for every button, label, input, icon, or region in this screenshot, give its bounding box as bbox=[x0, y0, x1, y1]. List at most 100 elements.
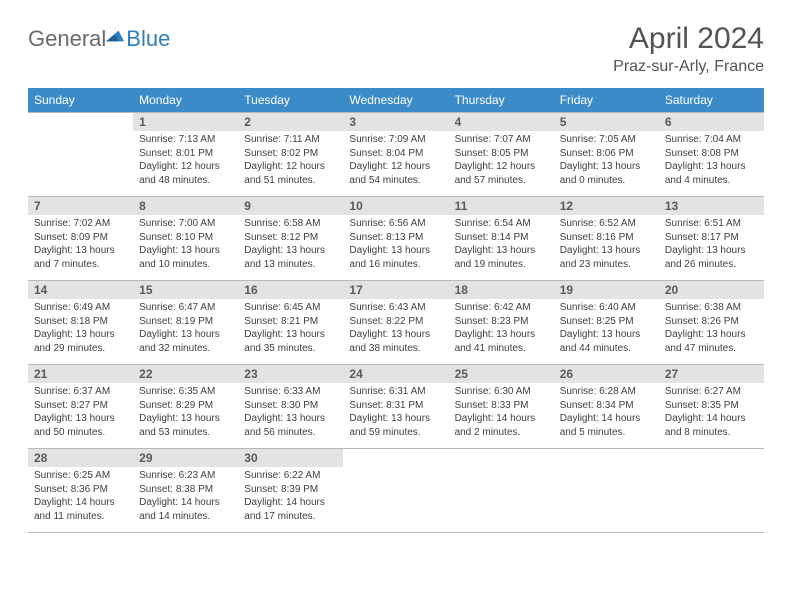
day-cell: 19Sunrise: 6:40 AMSunset: 8:25 PMDayligh… bbox=[554, 281, 659, 365]
daylight-text: Daylight: 13 hours and 7 minutes. bbox=[34, 244, 127, 271]
sunset-text: Sunset: 8:04 PM bbox=[349, 147, 442, 161]
sunrise-text: Sunrise: 6:22 AM bbox=[244, 469, 337, 483]
day-cell: 29Sunrise: 6:23 AMSunset: 8:38 PMDayligh… bbox=[133, 449, 238, 533]
day-cell: 25Sunrise: 6:30 AMSunset: 8:33 PMDayligh… bbox=[449, 365, 554, 449]
sunset-text: Sunset: 8:13 PM bbox=[349, 231, 442, 245]
day-details: Sunrise: 6:54 AMSunset: 8:14 PMDaylight:… bbox=[449, 215, 554, 275]
sunset-text: Sunset: 8:06 PM bbox=[560, 147, 653, 161]
day-cell: 6Sunrise: 7:04 AMSunset: 8:08 PMDaylight… bbox=[659, 113, 764, 197]
daylight-text: Daylight: 13 hours and 59 minutes. bbox=[349, 412, 442, 439]
day-cell: 23Sunrise: 6:33 AMSunset: 8:30 PMDayligh… bbox=[238, 365, 343, 449]
daylight-text: Daylight: 13 hours and 35 minutes. bbox=[244, 328, 337, 355]
day-details: Sunrise: 7:07 AMSunset: 8:05 PMDaylight:… bbox=[449, 131, 554, 191]
sunset-text: Sunset: 8:31 PM bbox=[349, 399, 442, 413]
day-cell: 4Sunrise: 7:07 AMSunset: 8:05 PMDaylight… bbox=[449, 113, 554, 197]
sunset-text: Sunset: 8:17 PM bbox=[665, 231, 758, 245]
day-number: 11 bbox=[449, 197, 554, 215]
daylight-text: Daylight: 13 hours and 23 minutes. bbox=[560, 244, 653, 271]
calendar-week-row: 21Sunrise: 6:37 AMSunset: 8:27 PMDayligh… bbox=[28, 365, 764, 449]
day-number: 5 bbox=[554, 113, 659, 131]
day-number: 2 bbox=[238, 113, 343, 131]
sunrise-text: Sunrise: 7:09 AM bbox=[349, 133, 442, 147]
sunrise-text: Sunrise: 6:38 AM bbox=[665, 301, 758, 315]
day-number: 20 bbox=[659, 281, 764, 299]
day-number: 3 bbox=[343, 113, 448, 131]
daylight-text: Daylight: 14 hours and 5 minutes. bbox=[560, 412, 653, 439]
sunrise-text: Sunrise: 6:31 AM bbox=[349, 385, 442, 399]
sunrise-text: Sunrise: 6:28 AM bbox=[560, 385, 653, 399]
calendar-week-row: 7Sunrise: 7:02 AMSunset: 8:09 PMDaylight… bbox=[28, 197, 764, 281]
daylight-text: Daylight: 13 hours and 29 minutes. bbox=[34, 328, 127, 355]
day-cell: 8Sunrise: 7:00 AMSunset: 8:10 PMDaylight… bbox=[133, 197, 238, 281]
sunset-text: Sunset: 8:08 PM bbox=[665, 147, 758, 161]
daylight-text: Daylight: 13 hours and 44 minutes. bbox=[560, 328, 653, 355]
weekday-header-row: Sunday Monday Tuesday Wednesday Thursday… bbox=[28, 88, 764, 113]
day-number: 17 bbox=[343, 281, 448, 299]
day-details: Sunrise: 6:42 AMSunset: 8:23 PMDaylight:… bbox=[449, 299, 554, 359]
day-number: 12 bbox=[554, 197, 659, 215]
day-number: 15 bbox=[133, 281, 238, 299]
day-cell: 11Sunrise: 6:54 AMSunset: 8:14 PMDayligh… bbox=[449, 197, 554, 281]
sunset-text: Sunset: 8:30 PM bbox=[244, 399, 337, 413]
sunrise-text: Sunrise: 6:40 AM bbox=[560, 301, 653, 315]
sunset-text: Sunset: 8:21 PM bbox=[244, 315, 337, 329]
sunrise-text: Sunrise: 7:02 AM bbox=[34, 217, 127, 231]
day-details: Sunrise: 7:05 AMSunset: 8:06 PMDaylight:… bbox=[554, 131, 659, 191]
day-details: Sunrise: 6:33 AMSunset: 8:30 PMDaylight:… bbox=[238, 383, 343, 443]
day-cell: 18Sunrise: 6:42 AMSunset: 8:23 PMDayligh… bbox=[449, 281, 554, 365]
sunset-text: Sunset: 8:36 PM bbox=[34, 483, 127, 497]
sunset-text: Sunset: 8:09 PM bbox=[34, 231, 127, 245]
sunrise-text: Sunrise: 6:49 AM bbox=[34, 301, 127, 315]
daylight-text: Daylight: 12 hours and 51 minutes. bbox=[244, 160, 337, 187]
daylight-text: Daylight: 13 hours and 38 minutes. bbox=[349, 328, 442, 355]
daylight-text: Daylight: 14 hours and 17 minutes. bbox=[244, 496, 337, 523]
day-details: Sunrise: 6:37 AMSunset: 8:27 PMDaylight:… bbox=[28, 383, 133, 443]
daylight-text: Daylight: 13 hours and 4 minutes. bbox=[665, 160, 758, 187]
sunset-text: Sunset: 8:39 PM bbox=[244, 483, 337, 497]
day-cell bbox=[28, 113, 133, 197]
day-details: Sunrise: 6:49 AMSunset: 8:18 PMDaylight:… bbox=[28, 299, 133, 359]
sunrise-text: Sunrise: 6:51 AM bbox=[665, 217, 758, 231]
day-number: 14 bbox=[28, 281, 133, 299]
day-details: Sunrise: 7:02 AMSunset: 8:09 PMDaylight:… bbox=[28, 215, 133, 275]
sunrise-text: Sunrise: 7:00 AM bbox=[139, 217, 232, 231]
day-number: 22 bbox=[133, 365, 238, 383]
sunrise-text: Sunrise: 7:07 AM bbox=[455, 133, 548, 147]
sunrise-text: Sunrise: 6:27 AM bbox=[665, 385, 758, 399]
day-details: Sunrise: 6:22 AMSunset: 8:39 PMDaylight:… bbox=[238, 467, 343, 527]
daylight-text: Daylight: 13 hours and 32 minutes. bbox=[139, 328, 232, 355]
weekday-header: Tuesday bbox=[238, 88, 343, 113]
sunrise-text: Sunrise: 6:54 AM bbox=[455, 217, 548, 231]
day-cell: 17Sunrise: 6:43 AMSunset: 8:22 PMDayligh… bbox=[343, 281, 448, 365]
day-details: Sunrise: 6:25 AMSunset: 8:36 PMDaylight:… bbox=[28, 467, 133, 527]
sunset-text: Sunset: 8:19 PM bbox=[139, 315, 232, 329]
daylight-text: Daylight: 13 hours and 19 minutes. bbox=[455, 244, 548, 271]
sunset-text: Sunset: 8:10 PM bbox=[139, 231, 232, 245]
sunset-text: Sunset: 8:33 PM bbox=[455, 399, 548, 413]
sunrise-text: Sunrise: 7:11 AM bbox=[244, 133, 337, 147]
weekday-header: Wednesday bbox=[343, 88, 448, 113]
day-cell: 22Sunrise: 6:35 AMSunset: 8:29 PMDayligh… bbox=[133, 365, 238, 449]
sunset-text: Sunset: 8:25 PM bbox=[560, 315, 653, 329]
day-number: 1 bbox=[133, 113, 238, 131]
day-details: Sunrise: 6:31 AMSunset: 8:31 PMDaylight:… bbox=[343, 383, 448, 443]
sunrise-text: Sunrise: 6:30 AM bbox=[455, 385, 548, 399]
sunrise-text: Sunrise: 7:13 AM bbox=[139, 133, 232, 147]
day-cell: 30Sunrise: 6:22 AMSunset: 8:39 PMDayligh… bbox=[238, 449, 343, 533]
day-cell: 21Sunrise: 6:37 AMSunset: 8:27 PMDayligh… bbox=[28, 365, 133, 449]
sunset-text: Sunset: 8:18 PM bbox=[34, 315, 127, 329]
day-number: 29 bbox=[133, 449, 238, 467]
day-details: Sunrise: 6:40 AMSunset: 8:25 PMDaylight:… bbox=[554, 299, 659, 359]
day-cell: 28Sunrise: 6:25 AMSunset: 8:36 PMDayligh… bbox=[28, 449, 133, 533]
day-number: 7 bbox=[28, 197, 133, 215]
day-details: Sunrise: 6:56 AMSunset: 8:13 PMDaylight:… bbox=[343, 215, 448, 275]
sunset-text: Sunset: 8:26 PM bbox=[665, 315, 758, 329]
sunset-text: Sunset: 8:22 PM bbox=[349, 315, 442, 329]
calendar-page: General Blue April 2024 Praz-sur-Arly, F… bbox=[0, 0, 792, 533]
day-cell: 12Sunrise: 6:52 AMSunset: 8:16 PMDayligh… bbox=[554, 197, 659, 281]
daylight-text: Daylight: 13 hours and 26 minutes. bbox=[665, 244, 758, 271]
header: General Blue April 2024 Praz-sur-Arly, F… bbox=[28, 22, 764, 76]
sunset-text: Sunset: 8:12 PM bbox=[244, 231, 337, 245]
daylight-text: Daylight: 13 hours and 16 minutes. bbox=[349, 244, 442, 271]
daylight-text: Daylight: 13 hours and 47 minutes. bbox=[665, 328, 758, 355]
